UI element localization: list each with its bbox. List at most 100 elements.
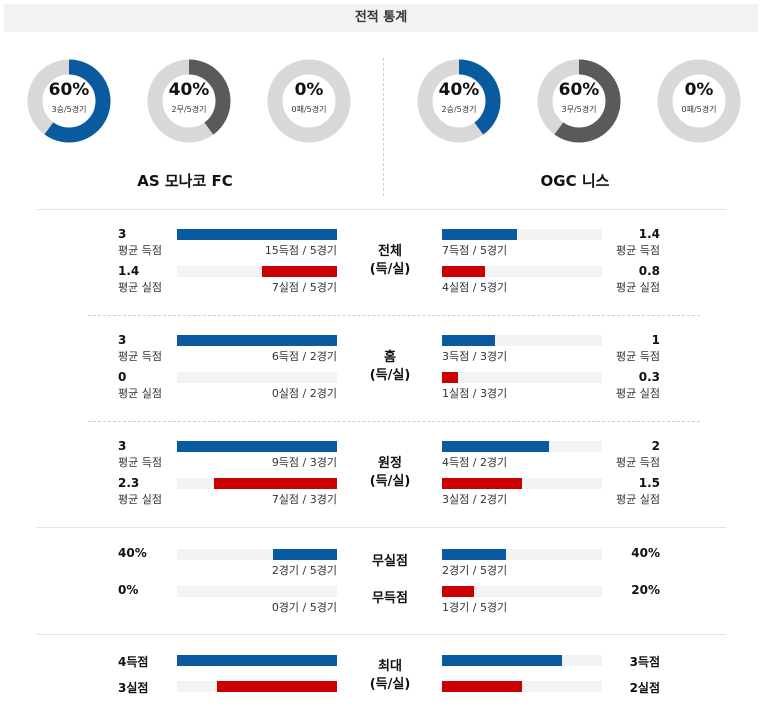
home-stat-value: 4득점 bbox=[118, 655, 149, 669]
home-stat-caption: 6득점 / 2경기 bbox=[271, 350, 337, 363]
home-stat-label: 평균 실점 bbox=[118, 281, 162, 294]
home-stat-label: 평균 실점 bbox=[118, 493, 162, 506]
home-stat-caption: 7실점 / 5경기 bbox=[271, 281, 337, 294]
bar-fill bbox=[177, 441, 337, 452]
home-stat-value: 2.3 bbox=[118, 476, 140, 490]
donut-chart bbox=[27, 59, 111, 143]
donut-caption: 2승/5경기 bbox=[441, 105, 477, 114]
record-donut: 40% 2승/5경기 bbox=[416, 58, 502, 144]
record-donut: 0% 0패/5경기 bbox=[656, 58, 742, 144]
home-stat-value: 0% bbox=[118, 583, 139, 597]
bar-fill bbox=[442, 335, 495, 346]
away-stat-caption: 1경기 / 5경기 bbox=[442, 601, 508, 614]
away-stat-caption: 1실점 / 3경기 bbox=[442, 387, 508, 400]
donut-caption: 3승/5경기 bbox=[51, 105, 87, 114]
away-stat-label: 평균 득점 bbox=[616, 244, 660, 257]
bar-fill bbox=[177, 229, 337, 240]
section-label: 홈 (득/실) bbox=[358, 349, 422, 385]
home-bar-track bbox=[177, 229, 337, 240]
donut-chart bbox=[537, 59, 621, 143]
home-stat-label: 평균 득점 bbox=[118, 456, 162, 469]
section-label-line: (득/실) bbox=[369, 677, 411, 692]
bar-fill bbox=[442, 441, 550, 452]
home-stat-value: 40% bbox=[118, 546, 147, 560]
away-stat-value: 1.5 bbox=[638, 476, 660, 490]
away-bar-track bbox=[442, 441, 602, 452]
bar-fill bbox=[442, 229, 518, 240]
away-bar-track bbox=[442, 586, 602, 597]
section-label: 최대 (득/실) bbox=[358, 658, 422, 694]
away-bar-track bbox=[442, 655, 602, 666]
team-divider bbox=[383, 58, 384, 196]
home-stat-value: 3 bbox=[118, 227, 127, 241]
section-label-line: (득/실) bbox=[369, 474, 411, 489]
bar-fill bbox=[261, 266, 337, 277]
home-team-name: AS 모나코 FC bbox=[137, 172, 233, 190]
record-donut: 60% 3무/5경기 bbox=[536, 58, 622, 144]
away-stat-value: 1.4 bbox=[638, 227, 660, 241]
home-record-donuts: 60% 3승/5경기 40% 2무/5경기 0% 0패/5경기 bbox=[20, 58, 380, 148]
donut-arc bbox=[27, 59, 111, 143]
away-team-panel: 40% 2승/5경기 60% 3무/5경기 0% 0패/5경기 OGC 니스 bbox=[410, 52, 770, 202]
away-bar-track bbox=[442, 372, 602, 383]
home-bar-track bbox=[177, 372, 337, 383]
section-divider bbox=[88, 315, 700, 316]
section-divider bbox=[36, 634, 726, 635]
bar-fill bbox=[273, 549, 337, 560]
section-label: 원정 (득/실) bbox=[358, 455, 422, 491]
donut-percent: 60% bbox=[48, 80, 90, 100]
home-stat-value: 0 bbox=[118, 370, 127, 384]
section-label: 무득점 bbox=[372, 591, 408, 606]
donut-chart bbox=[267, 59, 351, 143]
record-donut: 60% 3승/5경기 bbox=[26, 58, 112, 144]
away-bar-track bbox=[442, 266, 602, 277]
donut-arc bbox=[537, 59, 621, 143]
section-label-line: 원정 bbox=[378, 456, 402, 471]
home-bar-track bbox=[177, 586, 337, 597]
bar-fill bbox=[442, 655, 562, 666]
section-divider bbox=[88, 421, 700, 422]
donut-arc bbox=[417, 59, 501, 143]
home-stat-value: 3 bbox=[118, 333, 127, 347]
donut-chart bbox=[147, 59, 231, 143]
home-bar-track bbox=[177, 549, 337, 560]
donut-caption: 0패/5경기 bbox=[681, 105, 717, 114]
record-donut: 40% 2무/5경기 bbox=[146, 58, 232, 144]
away-team-name: OGC 니스 bbox=[540, 172, 610, 190]
home-stat-value: 3실점 bbox=[118, 681, 149, 695]
home-bar-track bbox=[177, 681, 337, 692]
donut-chart bbox=[657, 59, 741, 143]
donut-track bbox=[657, 59, 741, 143]
section-divider bbox=[36, 527, 726, 528]
away-stat-value: 2 bbox=[651, 439, 660, 453]
away-bar-track bbox=[442, 229, 602, 240]
bar-fill bbox=[442, 681, 522, 692]
home-stat-caption: 2경기 / 5경기 bbox=[271, 564, 337, 577]
record-donut: 0% 0패/5경기 bbox=[266, 58, 352, 144]
bar-fill bbox=[442, 478, 522, 489]
home-stat-label: 평균 실점 bbox=[118, 387, 162, 400]
away-stat-value: 0.3 bbox=[638, 370, 660, 384]
donut-percent: 40% bbox=[438, 80, 480, 100]
bar-fill bbox=[213, 478, 337, 489]
bar-fill bbox=[442, 549, 506, 560]
away-bar-track bbox=[442, 681, 602, 692]
home-bar-track bbox=[177, 478, 337, 489]
home-stat-caption: 9득점 / 3경기 bbox=[271, 456, 337, 469]
section-label-line: (득/실) bbox=[369, 368, 411, 383]
donut-percent: 0% bbox=[684, 80, 714, 100]
section-label-line: 홈 bbox=[384, 350, 396, 365]
away-stat-caption: 2경기 / 5경기 bbox=[442, 564, 508, 577]
donut-percent: 40% bbox=[168, 80, 210, 100]
donut-caption: 3무/5경기 bbox=[561, 105, 597, 114]
away-stat-label: 평균 실점 bbox=[616, 281, 660, 294]
home-bar-track bbox=[177, 335, 337, 346]
bar-fill bbox=[442, 372, 458, 383]
home-team-panel: 60% 3승/5경기 40% 2무/5경기 0% 0패/5경기 AS 모나코 FC bbox=[20, 52, 380, 202]
section-label-line: 전체 bbox=[378, 244, 402, 259]
home-stat-label: 평균 득점 bbox=[118, 244, 162, 257]
away-bar-track bbox=[442, 478, 602, 489]
donut-caption: 2무/5경기 bbox=[171, 105, 207, 114]
away-stat-label: 평균 실점 bbox=[616, 387, 660, 400]
away-stat-caption: 3실점 / 2경기 bbox=[442, 493, 508, 506]
